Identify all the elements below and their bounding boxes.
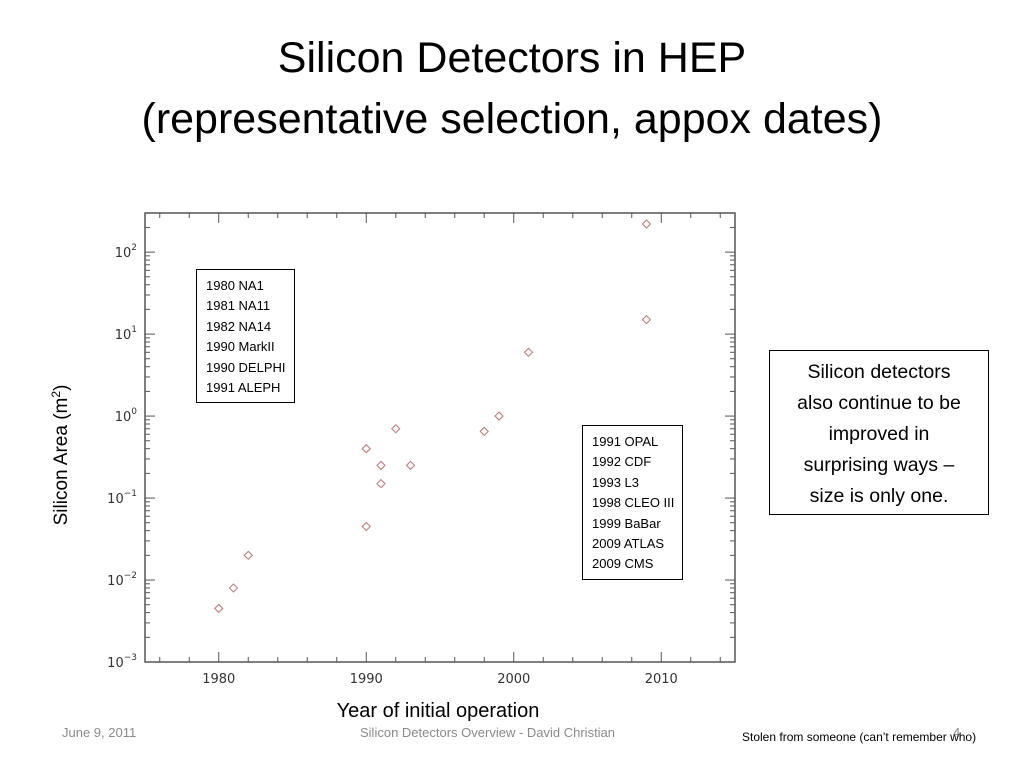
legend-entry: 1990 DELPHI bbox=[206, 359, 286, 375]
legend-entry: 1981 NA11 bbox=[206, 298, 271, 314]
title-line-2: (representative selection, appox dates) bbox=[141, 95, 883, 143]
callout-box: Silicon detectors also continue to be im… bbox=[769, 350, 989, 515]
footer-presentation-title: Silicon Detectors Overview - David Chris… bbox=[360, 725, 616, 740]
data-point-diamond bbox=[376, 478, 386, 489]
footer-page-number: 4 bbox=[953, 725, 961, 740]
chart-area: 1980 1990 2000 2010 10−3 10−2 10−1 100 101 102 bbox=[88, 200, 752, 700]
y-tick-label: 10−1 bbox=[107, 489, 137, 507]
data-point-diamond bbox=[641, 314, 652, 325]
data-point-diamond bbox=[390, 423, 401, 434]
callout-line: size is only one. bbox=[809, 485, 949, 507]
title-line-1: Silicon Detectors in HEP bbox=[277, 34, 747, 82]
y-tick-label: 10−2 bbox=[107, 571, 137, 589]
callout-line: improved in bbox=[828, 423, 930, 445]
data-point-diamond bbox=[479, 426, 490, 437]
slide-title: Silicon Detectors in HEP (representative… bbox=[0, 28, 1024, 150]
legend-entry: 1999 BaBar bbox=[592, 515, 661, 531]
data-point-diamond bbox=[494, 411, 504, 421]
x-tick-label: 1990 bbox=[350, 672, 383, 687]
data-point-diamond bbox=[405, 460, 416, 471]
data-point-diamond bbox=[376, 460, 386, 471]
y-axis-label-superscript: 2 bbox=[48, 390, 63, 398]
footer-credit: Stolen from someone (can’t remember who) bbox=[742, 730, 977, 744]
plot-frame bbox=[144, 212, 736, 663]
data-point-diamond bbox=[361, 443, 372, 454]
y-axis-label-text: Silicon Area (m bbox=[51, 397, 73, 526]
legend-box-left: 1980 NA1 1981 NA11 1982 NA14 1990 MarkII… bbox=[196, 269, 295, 404]
callout-line: Silicon detectors bbox=[807, 361, 951, 383]
data-point-diamond bbox=[523, 347, 534, 358]
legend-entry: 1982 NA14 bbox=[206, 318, 272, 334]
legend-entry: 2009 ATLAS bbox=[592, 536, 665, 552]
data-point-diamond bbox=[243, 550, 254, 561]
y-tick-label: 100 bbox=[115, 407, 138, 425]
data-point-diamond bbox=[213, 603, 224, 614]
footer-date: June 9, 2011 bbox=[62, 725, 137, 740]
legend-entry: 2009 CMS bbox=[592, 556, 654, 572]
y-tick-label: 10−3 bbox=[107, 653, 137, 671]
scatter-chart: 1980 1990 2000 2010 10−3 10−2 10−1 100 101 102 bbox=[107, 212, 736, 687]
x-tick-label: 1980 bbox=[202, 672, 235, 687]
y-axis-label-end: ) bbox=[51, 384, 73, 391]
data-point-diamond bbox=[641, 219, 652, 229]
legend-entry: 1990 MarkII bbox=[206, 339, 275, 355]
x-tick-label: 2010 bbox=[645, 672, 678, 687]
legend-entry: 1991 ALEPH bbox=[206, 380, 281, 396]
legend-entry: 1992 CDF bbox=[592, 454, 652, 470]
legend-entry: 1991 OPAL bbox=[592, 434, 659, 449]
data-point-diamond bbox=[361, 521, 372, 532]
x-axis-label: Year of initial operation bbox=[336, 700, 540, 722]
callout-line: also continue to be bbox=[797, 392, 961, 414]
x-tick-label: 2000 bbox=[497, 672, 530, 687]
callout-line: surprising ways – bbox=[803, 454, 955, 476]
y-tick-label: 101 bbox=[115, 325, 137, 343]
legend-entry: 1980 NA1 bbox=[206, 278, 264, 293]
legend-entry: 1998 CLEO III bbox=[592, 495, 675, 511]
legend-box-right: 1991 OPAL 1992 CDF 1993 L3 1998 CLEO III… bbox=[582, 425, 684, 580]
y-axis-label: Silicon Area (m2) bbox=[49, 385, 73, 526]
data-point-diamond bbox=[228, 583, 239, 593]
y-tick-label: 102 bbox=[115, 243, 137, 261]
legend-entry: 1993 L3 bbox=[592, 474, 639, 490]
